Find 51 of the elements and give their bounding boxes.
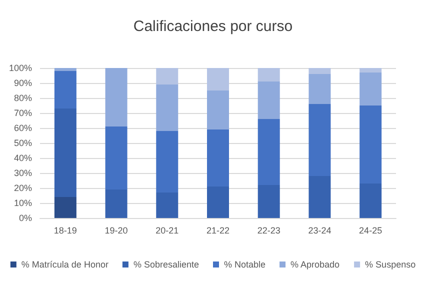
bar [54,71,76,108]
y-tick-label: 10% [14,198,32,208]
bar [156,131,178,192]
bar [207,186,229,218]
x-tick-label: 19-20 [104,226,128,236]
y-tick-label: 20% [14,183,32,193]
y-tick-label: 0% [18,213,32,223]
bar [54,197,76,218]
y-tick-label: 60% [14,123,32,133]
y-tick-label: 100% [8,63,32,73]
bar [54,108,76,197]
y-tick-label: 30% [14,168,32,178]
bar [207,130,229,186]
y-tick-label: 80% [14,93,32,103]
chart-title: Calificaciones por curso [133,18,293,35]
bar [360,106,382,184]
bar [308,104,331,176]
bar [156,84,178,131]
bar [258,68,280,82]
bar [105,126,128,190]
x-tick-label: 22-23 [257,226,280,236]
bar [308,74,331,104]
bar [360,184,382,218]
x-tick-label: 18-19 [54,226,77,236]
y-tick-label: 70% [14,108,32,118]
bar [156,192,178,218]
bar [258,185,280,218]
bar [360,68,382,72]
y-tick-label: 40% [14,153,32,163]
bar [258,82,280,119]
bar [207,90,229,130]
y-tick-label: 50% [14,138,32,148]
x-tick-label: 20-21 [156,226,179,236]
legend-label: % Notable [224,260,266,270]
bar [308,68,331,74]
bar [308,176,331,218]
bar [360,72,382,106]
bar [258,119,280,185]
bar [156,68,178,84]
legend-label: % Sobresaliente [133,260,199,270]
y-tick-label: 90% [14,78,32,88]
bar [54,68,76,71]
legend-label: % Suspenso [365,260,416,270]
legend-label: % Matrícula de Honor [21,260,108,270]
x-tick-label: 24-25 [359,226,382,236]
x-tick-label: 23-24 [308,226,332,236]
x-tick-label: 21-22 [206,226,230,236]
legend-label: % Aprobado [290,260,340,270]
bar [207,68,229,90]
bar [105,68,128,126]
bar [105,190,128,218]
